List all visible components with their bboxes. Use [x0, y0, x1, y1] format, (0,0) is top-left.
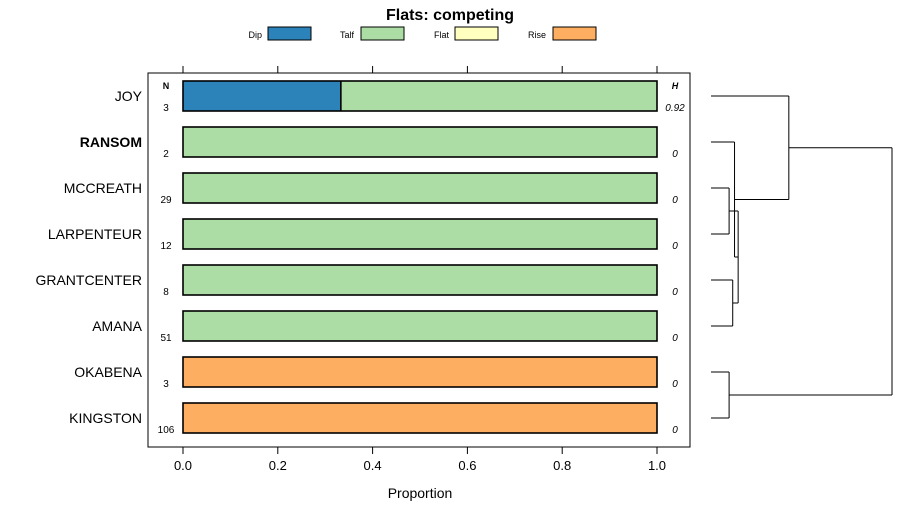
row-label-kingston: KINGSTON	[69, 410, 142, 426]
bar-outline-amana	[182, 310, 658, 342]
n-value-grantcenter: 8	[163, 287, 169, 298]
row-label-okabena: OKABENA	[74, 364, 142, 380]
h-value-grantcenter: 0	[672, 287, 678, 298]
x-axis: 0.0 0.2 0.4 0.6 0.8 1.0	[174, 447, 666, 473]
n-value-ransom: 2	[163, 149, 169, 160]
n-value-okabena: 3	[163, 379, 169, 390]
h-value-ransom: 0	[672, 149, 678, 160]
x-tick-label-4: 0.8	[553, 458, 571, 473]
legend-label-rise: Rise	[528, 30, 546, 40]
legend: Dip Talf Flat Rise	[248, 26, 597, 41]
dendrogram	[711, 95, 893, 419]
bar-outline-ransom	[182, 126, 658, 158]
bar-outline-grantcenter	[182, 264, 658, 296]
legend-label-dip: Dip	[248, 30, 262, 40]
h-value-larpenteur: 0	[672, 241, 678, 252]
x-tick-label-2: 0.4	[364, 458, 382, 473]
bar-outline-okabena	[182, 356, 658, 388]
n-value-mccreath: 29	[160, 195, 172, 206]
top-axis-ticks	[182, 66, 658, 73]
plot-frame	[147, 72, 691, 448]
bar-joy-dip	[183, 81, 341, 111]
n-value-joy: 3	[163, 103, 169, 114]
bar-outline-joy	[182, 80, 658, 112]
legend-swatch-flat	[454, 26, 499, 41]
bar-grantcenter-talf	[183, 265, 657, 295]
h-value-mccreath: 0	[672, 195, 678, 206]
h-column-header: H	[672, 81, 679, 91]
bar-outline-larpenteur	[182, 218, 658, 250]
row-label-amana: AMANA	[92, 318, 142, 334]
bar-joy-talf	[340, 81, 657, 111]
legend-label-flat: Flat	[434, 30, 450, 40]
legend-swatch-talf	[360, 26, 405, 41]
row-label-joy: JOY	[115, 88, 143, 104]
legend-swatch-rise	[552, 26, 597, 41]
h-value-okabena: 0	[672, 379, 678, 390]
n-column-header: N	[163, 81, 170, 91]
bar-outline-kingston	[182, 402, 658, 434]
h-value-amana: 0	[672, 333, 678, 344]
n-value-larpenteur: 12	[160, 241, 172, 252]
legend-label-talf: Talf	[340, 30, 355, 40]
legend-swatch-dip	[267, 26, 312, 41]
bar-rows: JOY 3 0.92 RANSOM 2 0 MCCREATH 29 0 LARPENTEUR 12 0…	[35, 80, 685, 436]
x-tick-label-5: 1.0	[648, 458, 666, 473]
bar-larpenteur-talf	[183, 219, 657, 249]
bar-amana-talf	[183, 311, 657, 341]
x-tick-label-0: 0.0	[174, 458, 192, 473]
row-label-larpenteur: LARPENTEUR	[48, 226, 142, 242]
n-value-kingston: 106	[158, 425, 175, 436]
bar-okabena-rise	[183, 357, 657, 387]
h-value-kingston: 0	[672, 425, 678, 436]
row-label-grantcenter: GRANTCENTER	[35, 272, 142, 288]
h-value-joy: 0.92	[665, 103, 685, 114]
chart-title: Flats: competing	[386, 7, 514, 24]
bar-outline-mccreath	[182, 172, 658, 204]
bar-kingston-rise	[183, 403, 657, 433]
row-label-mccreath: MCCREATH	[64, 180, 142, 196]
row-label-ransom: RANSOM	[80, 134, 142, 150]
x-tick-label-3: 0.6	[458, 458, 476, 473]
x-axis-label: Proportion	[388, 485, 453, 501]
bar-mccreath-talf	[183, 173, 657, 203]
x-tick-label-1: 0.2	[269, 458, 287, 473]
n-value-amana: 51	[160, 333, 172, 344]
bar-ransom-talf	[183, 127, 657, 157]
